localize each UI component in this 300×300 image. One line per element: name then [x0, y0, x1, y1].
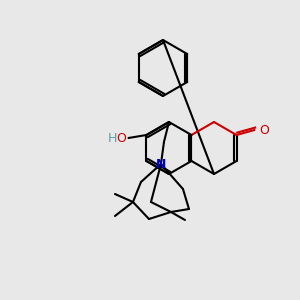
Text: N: N — [156, 158, 166, 170]
Text: O: O — [260, 124, 269, 136]
Text: O: O — [117, 131, 127, 145]
Text: H: H — [108, 131, 118, 145]
